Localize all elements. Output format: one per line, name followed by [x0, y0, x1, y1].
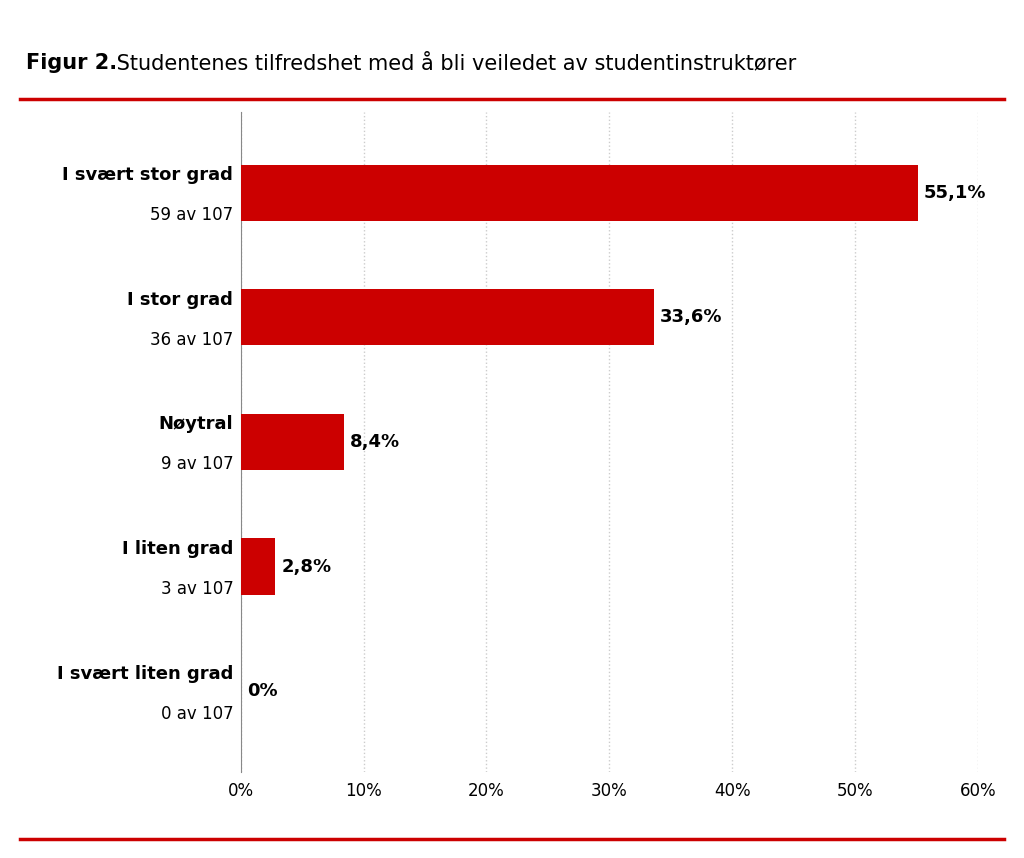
Text: Figur 2.: Figur 2. — [26, 53, 117, 73]
Text: 0%: 0% — [247, 682, 278, 700]
Text: Nøytral: Nøytral — [159, 415, 233, 433]
Text: 2,8%: 2,8% — [282, 558, 332, 576]
Text: 9 av 107: 9 av 107 — [161, 456, 233, 474]
Text: I stor grad: I stor grad — [127, 291, 233, 309]
Bar — [241, 539, 275, 595]
Text: 55,1%: 55,1% — [924, 184, 986, 202]
Text: 8,4%: 8,4% — [350, 433, 400, 450]
Text: 3 av 107: 3 av 107 — [161, 580, 233, 598]
Bar — [241, 165, 918, 221]
Text: 33,6%: 33,6% — [659, 308, 722, 326]
Text: I liten grad: I liten grad — [122, 540, 233, 558]
Text: Studentenes tilfredshet med å bli veiledet av studentinstruktører: Studentenes tilfredshet med å bli veiled… — [110, 53, 796, 73]
Bar — [241, 289, 653, 345]
Text: 0 av 107: 0 av 107 — [161, 704, 233, 722]
Text: 59 av 107: 59 av 107 — [151, 206, 233, 224]
Text: I svært liten grad: I svært liten grad — [57, 665, 233, 683]
Text: I svært stor grad: I svært stor grad — [62, 166, 233, 184]
Bar — [241, 414, 344, 470]
Text: 36 av 107: 36 av 107 — [151, 330, 233, 348]
